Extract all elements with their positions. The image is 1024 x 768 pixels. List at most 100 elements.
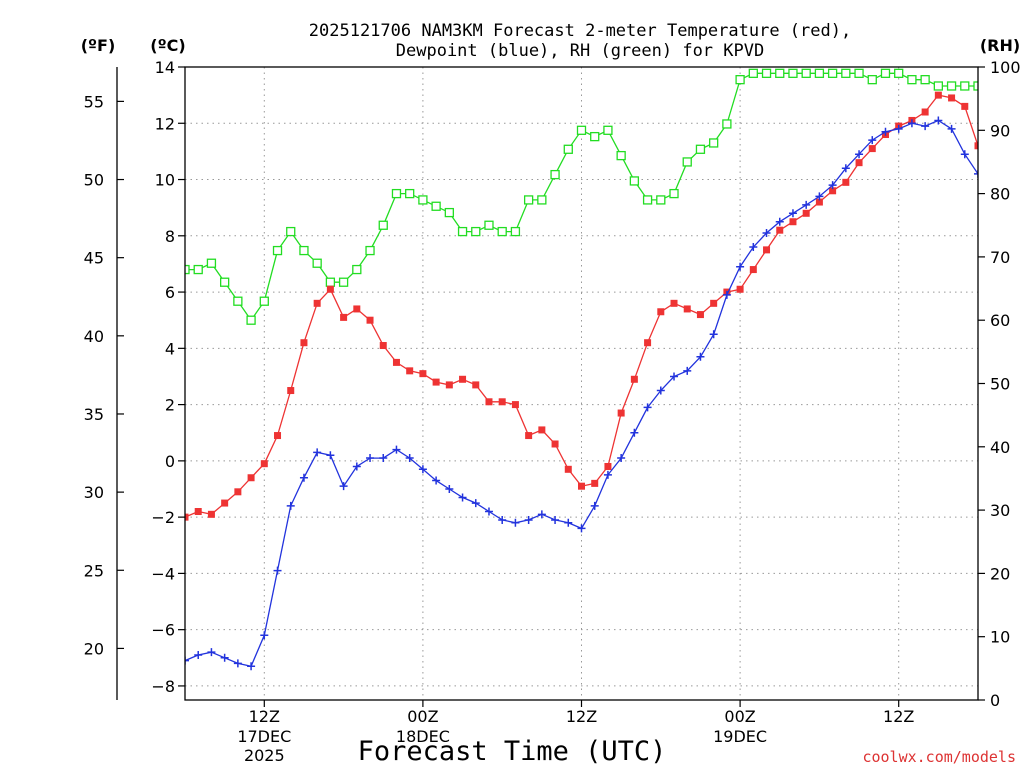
rh-point	[814, 68, 825, 78]
temperature-point	[340, 313, 348, 321]
temperature-point	[578, 482, 585, 490]
dewpoint-point	[247, 662, 256, 671]
temperature-point	[260, 460, 268, 468]
rh-point	[286, 226, 296, 237]
rh-point	[352, 264, 362, 275]
temperature-point	[432, 378, 440, 386]
dewpoint-point	[643, 403, 652, 412]
rh-point	[233, 296, 243, 306]
dewpoint-point	[683, 366, 692, 375]
temperature-point	[274, 432, 282, 440]
fahrenheit-tick-label: 45	[84, 249, 104, 268]
temperature-point	[185, 513, 189, 521]
dewpoint-point	[564, 518, 573, 527]
dewpoint-point	[207, 648, 216, 657]
temperature-point	[234, 488, 242, 496]
dewpoint-point	[788, 209, 797, 218]
fahrenheit-tick-label: 35	[84, 405, 104, 424]
dewpoint-point	[762, 228, 771, 237]
dewpoint-point	[921, 122, 930, 131]
celsius-tick-label: 0	[165, 452, 175, 471]
dewpoint-point	[273, 566, 282, 575]
temperature-point	[842, 178, 850, 186]
celsius-tick-label: 14	[155, 58, 175, 77]
temperature-point	[868, 145, 876, 153]
rh-point	[827, 68, 838, 78]
rh-point	[894, 68, 904, 78]
celsius-tick-label: −8	[151, 677, 175, 696]
fahrenheit-tick-label: 40	[84, 327, 104, 346]
dewpoint-point	[841, 164, 850, 173]
rh-point	[656, 195, 666, 205]
celsius-tick-label: 2	[165, 396, 175, 415]
rh-point	[457, 226, 468, 237]
dewpoint-point	[445, 485, 454, 493]
chart-title-line2: Dewpoint (blue), RH (green) for KPVD	[396, 41, 764, 61]
rh-point	[576, 125, 587, 135]
dewpoint-point	[484, 507, 493, 516]
dewpoint-point	[855, 150, 864, 159]
dewpoint-point	[537, 510, 546, 519]
fahrenheit-tick-label: 20	[84, 639, 104, 658]
rh-point	[510, 226, 521, 237]
dewpoint-point	[696, 352, 705, 361]
celsius-tick-label: 12	[155, 114, 175, 133]
dewpoint-point	[432, 476, 441, 485]
rh-point	[418, 195, 428, 205]
rh-point	[775, 68, 785, 78]
dewpoint-point	[551, 515, 560, 524]
dewpoint-point	[894, 124, 903, 133]
rh-point	[748, 68, 758, 78]
rh-tick-label: 70	[990, 248, 1010, 267]
time-tick-date-label: 18DEC	[396, 727, 450, 746]
dewpoint-point	[709, 330, 718, 339]
dewpoint-point	[656, 386, 665, 395]
celsius-tick-label: −4	[151, 564, 175, 583]
chart-title-line1: 2025121706 NAM3KM Forecast 2-meter Tempe…	[309, 21, 851, 41]
dewpoint-point	[960, 150, 969, 159]
dewpoint-point	[299, 473, 308, 482]
temperature-point	[564, 465, 572, 473]
dewpoint-point	[379, 454, 388, 463]
time-tick-date-label: 17DEC	[237, 727, 291, 746]
rh-point	[854, 68, 864, 78]
temperature-point	[551, 440, 559, 448]
celsius-tick-label: 8	[165, 227, 175, 246]
time-tick-label: 12Z	[249, 707, 280, 726]
dewpoint-point	[511, 518, 520, 527]
rh-point	[761, 68, 772, 78]
rh-point	[946, 81, 957, 91]
rh-point	[907, 75, 917, 85]
time-tick-label: 12Z	[883, 707, 914, 726]
dewpoint-point	[185, 656, 189, 665]
rh-point	[590, 131, 600, 142]
temperature-point	[948, 94, 956, 102]
gridlines	[185, 66, 978, 700]
rh-point	[431, 201, 441, 211]
rh-point	[523, 195, 534, 205]
temperature-point	[287, 387, 295, 395]
temperature-point	[207, 510, 215, 518]
temperature-point	[683, 305, 691, 313]
celsius-tick-label: 10	[155, 171, 175, 190]
rh-point	[299, 245, 309, 256]
rh-point	[246, 315, 256, 325]
temperature-point	[406, 367, 414, 375]
temperature-point	[498, 398, 506, 406]
dewpoint-point	[802, 200, 811, 209]
rh-point	[219, 277, 230, 287]
celsius-tick-label: 6	[165, 283, 175, 302]
temperature-point	[644, 339, 652, 347]
rh-point	[629, 176, 640, 186]
temperature-point	[829, 187, 837, 195]
temperature-point	[538, 426, 546, 434]
rh-point	[550, 169, 560, 180]
rh-tick-label: 100	[990, 58, 1021, 77]
dewpoint-point	[947, 124, 956, 133]
rh-point	[259, 296, 269, 306]
temperature-point	[776, 226, 784, 234]
rh-point	[722, 119, 732, 129]
dewpoint-point	[233, 659, 242, 668]
rh-point	[603, 125, 613, 135]
